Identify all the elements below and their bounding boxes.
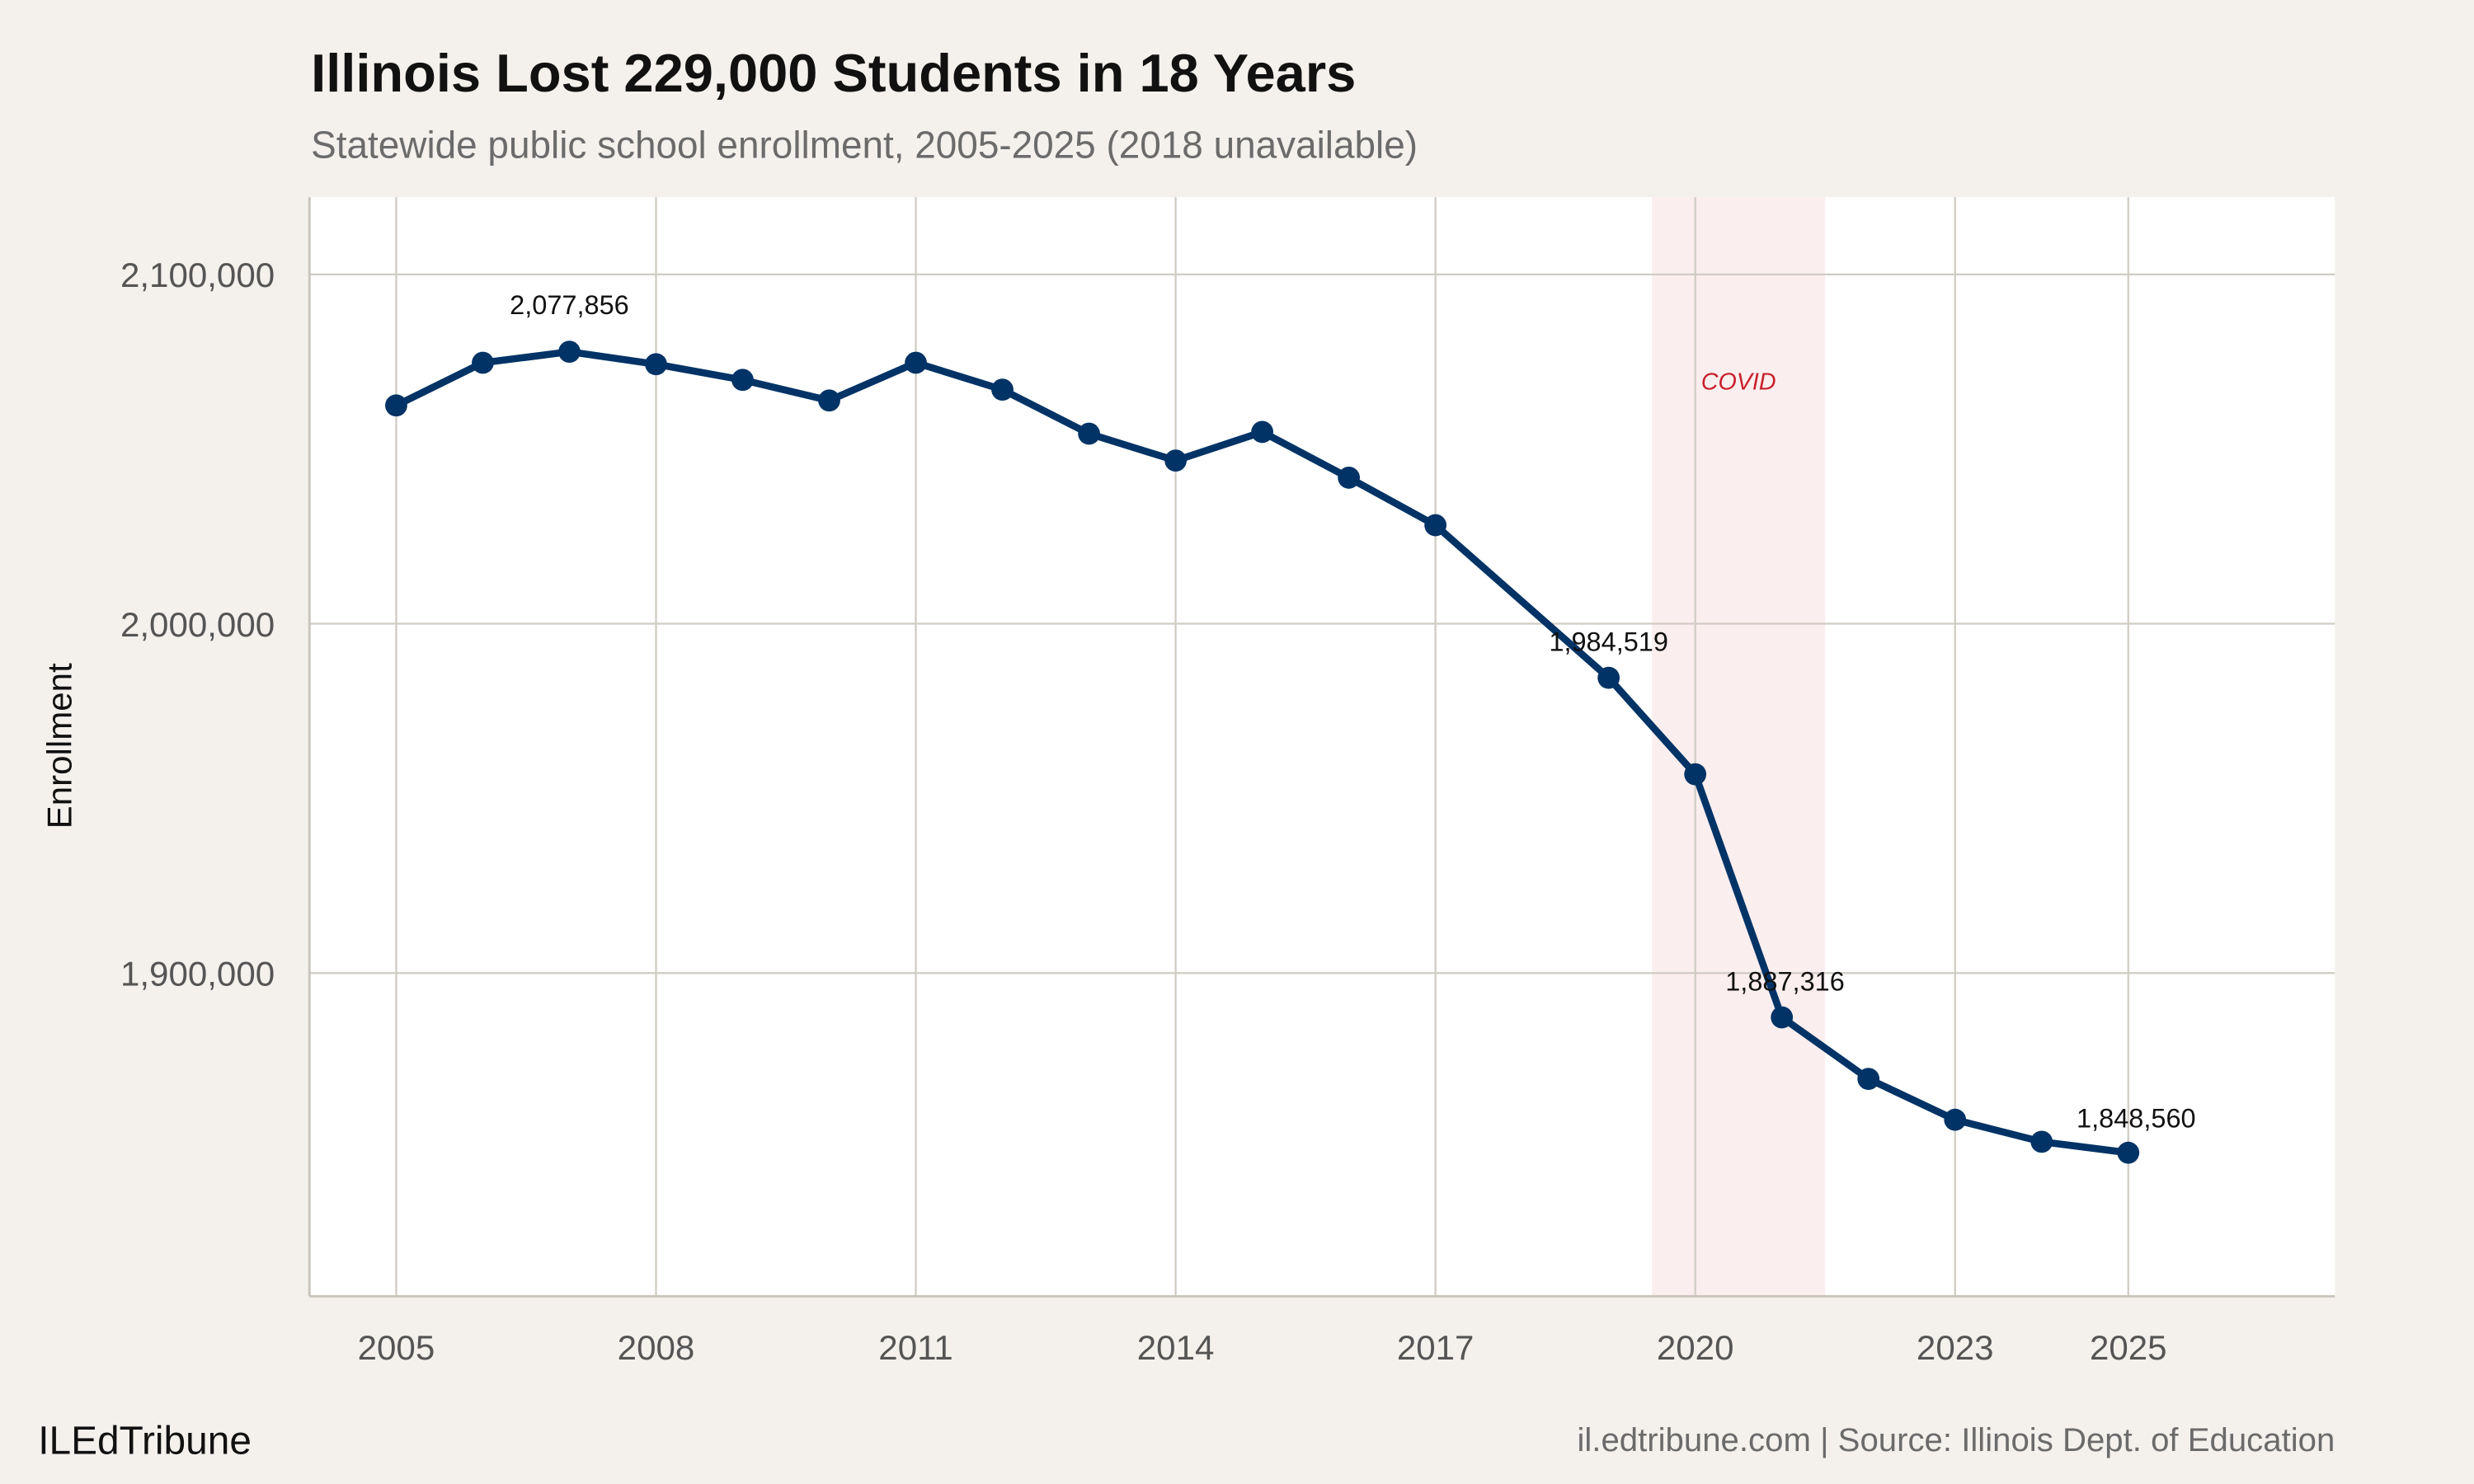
data-label-2025: 1,848,560 <box>2077 1104 2196 1134</box>
x-tick-label: 2011 <box>878 1328 952 1367</box>
data-point-2005 <box>385 394 407 417</box>
x-tick-label: 2008 <box>618 1328 695 1367</box>
x-tick-label: 2020 <box>1657 1328 1734 1367</box>
chart-title: Illinois Lost 229,000 Students in 18 Yea… <box>311 43 1356 103</box>
data-point-2007 <box>558 340 581 364</box>
x-tick-label: 2014 <box>1137 1328 1215 1367</box>
enrollment-line <box>394 348 2129 1157</box>
plot-panel <box>309 197 2335 1297</box>
data-point-2017 <box>1424 514 1447 537</box>
data-point-2016 <box>1338 467 1361 489</box>
data-point-2020 <box>1684 763 1707 786</box>
x-tick-label: 2025 <box>2090 1328 2167 1367</box>
data-point-2012 <box>991 378 1014 402</box>
data-point-2024 <box>2030 1130 2053 1153</box>
chart-subtitle: Statewide public school enrollment, 2005… <box>311 123 1418 166</box>
data-point-2009 <box>731 369 754 392</box>
data-point-2019 <box>1597 666 1620 689</box>
brand-name: ILEdTribune <box>38 1420 252 1463</box>
data-point-2008 <box>645 353 667 376</box>
y-tick-label: 2,000,000 <box>120 605 275 644</box>
data-points <box>385 340 2140 1164</box>
data-point-2011 <box>905 351 927 374</box>
axis-ticks: 2005 2008 2011 2014 2017 2020 2023 2025 1,900,00… <box>120 256 2167 1367</box>
x-tick-label: 2023 <box>1917 1328 1994 1367</box>
data-point-2025 <box>2117 1141 2140 1164</box>
data-labels: 2,077,856 1,984,519 1,887,316 1,848,560 <box>510 290 2195 1134</box>
source-note: il.edtribune.com | Source: Illinois Dept… <box>1577 1421 2335 1458</box>
x-tick-label: 2017 <box>1397 1328 1475 1367</box>
y-tick-label: 2,100,000 <box>120 256 275 294</box>
covid-annotation: COVID <box>1701 369 1776 395</box>
x-tick-label: 2005 <box>358 1328 435 1367</box>
data-label-2019: 1,984,519 <box>1549 627 1668 657</box>
covid-band <box>1652 197 1826 1297</box>
data-label-2007: 2,077,856 <box>510 290 629 320</box>
gridlines <box>309 197 2335 1297</box>
y-axis-label: Enrollment <box>40 663 78 829</box>
data-point-2010 <box>818 389 840 412</box>
data-point-2023 <box>1944 1108 1967 1131</box>
data-point-2022 <box>1857 1068 1880 1091</box>
data-label-2021: 1,887,316 <box>1725 966 1845 996</box>
data-point-2006 <box>472 351 494 374</box>
y-tick-label: 1,900,000 <box>120 955 275 993</box>
data-point-2021 <box>1771 1006 1794 1029</box>
data-point-2014 <box>1164 449 1187 472</box>
data-point-2015 <box>1251 420 1273 444</box>
data-point-2013 <box>1078 422 1100 445</box>
